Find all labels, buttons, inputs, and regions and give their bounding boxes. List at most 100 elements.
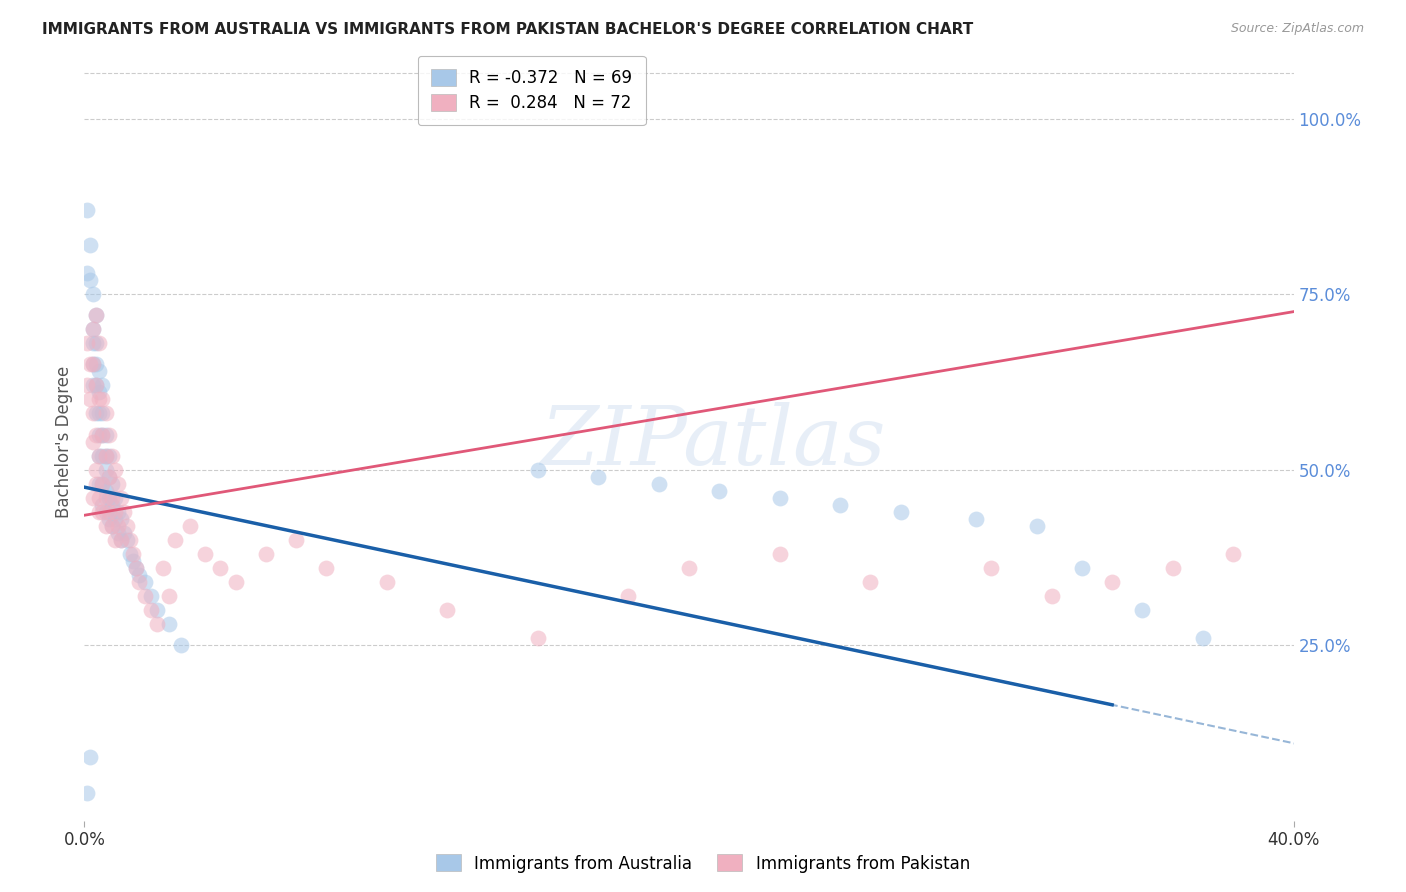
Point — [128, 574, 150, 589]
Point — [94, 449, 117, 463]
Point — [100, 518, 122, 533]
Point — [89, 491, 111, 505]
Point — [179, 518, 201, 533]
Point — [97, 512, 120, 526]
Point — [107, 476, 129, 491]
Point — [648, 476, 671, 491]
Legend: R = -0.372   N = 69, R =  0.284   N = 72: R = -0.372 N = 69, R = 0.284 N = 72 — [418, 55, 645, 125]
Point — [170, 638, 193, 652]
Point — [104, 505, 127, 519]
Point — [89, 427, 111, 442]
Point — [769, 547, 792, 561]
Point — [89, 476, 111, 491]
Point — [115, 533, 138, 547]
Text: IMMIGRANTS FROM AUSTRALIA VS IMMIGRANTS FROM PAKISTAN BACHELOR'S DEGREE CORRELAT: IMMIGRANTS FROM AUSTRALIA VS IMMIGRANTS … — [42, 22, 973, 37]
Point — [1040, 589, 1063, 603]
Point — [209, 561, 232, 575]
Point — [91, 505, 114, 519]
Point — [94, 491, 117, 505]
Point — [152, 561, 174, 575]
Point — [104, 512, 127, 526]
Point — [830, 498, 852, 512]
Point — [91, 392, 114, 407]
Point — [91, 378, 114, 392]
Point — [89, 505, 111, 519]
Text: Source: ZipAtlas.com: Source: ZipAtlas.com — [1230, 22, 1364, 36]
Point — [97, 491, 120, 505]
Point — [100, 491, 122, 505]
Point — [76, 202, 98, 217]
Point — [89, 336, 111, 351]
Point — [125, 561, 148, 575]
Point — [157, 617, 180, 632]
Point — [107, 525, 129, 540]
Point — [100, 498, 122, 512]
Point — [94, 407, 117, 421]
Point — [100, 476, 122, 491]
Point — [436, 603, 458, 617]
Point — [82, 287, 104, 301]
Point — [79, 750, 101, 764]
Point — [82, 357, 104, 371]
Point — [91, 427, 114, 442]
Point — [79, 392, 101, 407]
Point — [86, 407, 108, 421]
Point — [100, 449, 122, 463]
Point — [110, 512, 132, 526]
Point — [79, 357, 101, 371]
Point — [94, 518, 117, 533]
Point — [146, 617, 169, 632]
Point — [165, 533, 187, 547]
Point — [527, 462, 550, 476]
Point — [94, 427, 117, 442]
Point — [82, 357, 104, 371]
Point — [76, 378, 98, 392]
Point — [104, 462, 127, 476]
Point — [89, 449, 111, 463]
Point — [86, 378, 108, 392]
Point — [1101, 574, 1123, 589]
Point — [86, 462, 108, 476]
Point — [118, 533, 141, 547]
Point — [91, 449, 114, 463]
Point — [97, 427, 120, 442]
Point — [89, 385, 111, 400]
Point — [82, 378, 104, 392]
Point — [76, 336, 98, 351]
Point — [225, 574, 247, 589]
Point — [1222, 547, 1244, 561]
Point — [157, 589, 180, 603]
Point — [128, 568, 150, 582]
Point — [97, 469, 120, 483]
Point — [110, 491, 132, 505]
Point — [254, 547, 277, 561]
Point — [115, 518, 138, 533]
Point — [1130, 603, 1153, 617]
Point — [1071, 561, 1094, 575]
Point — [86, 308, 108, 322]
Point — [859, 574, 882, 589]
Point — [86, 357, 108, 371]
Point — [91, 407, 114, 421]
Point — [139, 603, 162, 617]
Point — [107, 518, 129, 533]
Point — [769, 491, 792, 505]
Point — [375, 574, 398, 589]
Point — [86, 378, 108, 392]
Point — [94, 449, 117, 463]
Point — [134, 589, 156, 603]
Point — [194, 547, 217, 561]
Point — [125, 561, 148, 575]
Point — [86, 308, 108, 322]
Point — [285, 533, 308, 547]
Point — [104, 491, 127, 505]
Point — [76, 266, 98, 280]
Point — [91, 476, 114, 491]
Legend: Immigrants from Australia, Immigrants from Pakistan: Immigrants from Australia, Immigrants fr… — [429, 847, 977, 880]
Point — [121, 554, 143, 568]
Point — [134, 574, 156, 589]
Point — [104, 533, 127, 547]
Point — [315, 561, 337, 575]
Point — [82, 322, 104, 336]
Point — [965, 512, 987, 526]
